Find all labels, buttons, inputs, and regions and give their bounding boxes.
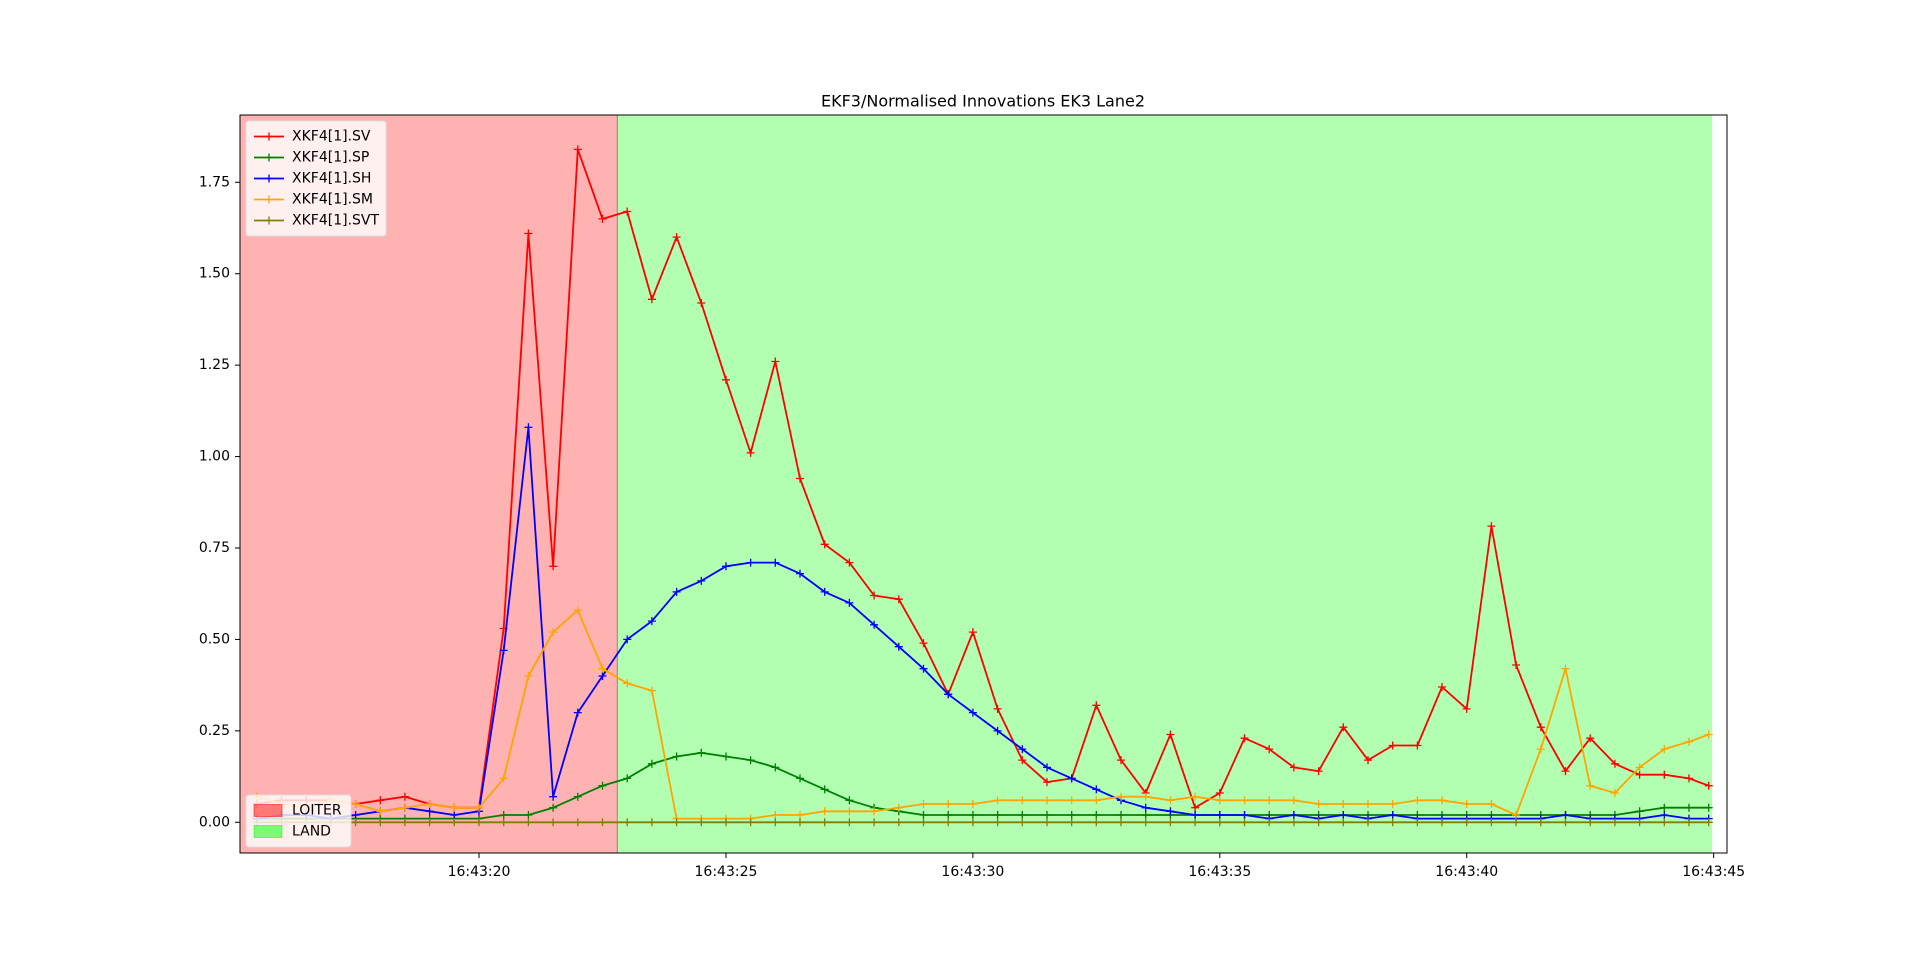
y-tick-label: 1.00: [199, 449, 230, 465]
legend-box: [245, 120, 387, 237]
legend: XKF4[1].SV XKF4[1].SP XKF4[1].SH XKF4[1].SM…: [245, 120, 387, 237]
legend-label: XKF4[1].SH: [292, 171, 371, 187]
legend-label: XKF4[1].SV: [292, 129, 371, 145]
y-tick-label: 1.50: [199, 266, 230, 282]
legend-swatch: [253, 804, 283, 817]
y-tick-label: 1.25: [199, 357, 230, 373]
y-tick-label: 0.75: [199, 540, 230, 556]
x-tick-label: 16:43:40: [1435, 864, 1498, 880]
y-tick-label: 0.25: [199, 723, 230, 739]
series-line: [256, 751, 1709, 820]
plot-frame: [239, 114, 1728, 854]
chart-title: EKF3/Normalised Innovations EK3 Lane2: [821, 92, 1145, 111]
y-tick-label: 0.00: [199, 814, 230, 830]
legend-label: XKF4[1].SP: [292, 150, 369, 166]
legend-label: LOITER: [292, 803, 342, 819]
x-tick-label: 16:43:35: [1188, 864, 1251, 880]
x-tick-label: 16:43:20: [448, 864, 511, 880]
series-line: [256, 148, 1710, 809]
legend-marker: [265, 174, 273, 183]
legend-label: XKF4[1].SVT: [292, 213, 379, 229]
span: [617, 115, 1713, 853]
x-tick-label: 16:43:45: [1682, 864, 1745, 880]
span: [240, 115, 618, 853]
legend-marker: [265, 216, 273, 225]
y-tick-label: 1.75: [199, 174, 230, 190]
legend-swatch: [253, 825, 283, 838]
x-tick-label: 16:43:25: [695, 864, 758, 880]
legend-marker: [265, 195, 273, 204]
series-line: [256, 609, 1710, 820]
x-tick-label: 16:43:30: [941, 864, 1004, 880]
series-line: [256, 426, 1709, 820]
legend: LOITER LAND: [245, 794, 352, 848]
legend-label: LAND: [292, 824, 331, 840]
y-tick-label: 0.50: [199, 631, 230, 647]
legend-label: XKF4[1].SM: [292, 192, 373, 208]
legend-marker: [265, 132, 273, 141]
legend-marker: [265, 153, 273, 162]
